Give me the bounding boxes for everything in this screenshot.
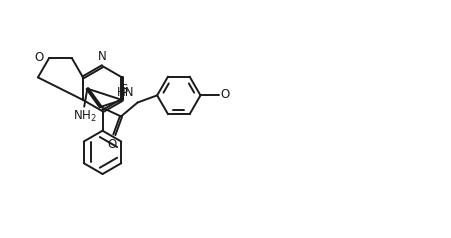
Text: O: O [35,51,44,64]
Text: S: S [120,83,128,96]
Text: HN: HN [116,86,134,99]
Text: O: O [220,89,229,101]
Text: N: N [98,50,106,63]
Text: NH$_2$: NH$_2$ [73,109,97,124]
Text: O: O [107,138,116,151]
